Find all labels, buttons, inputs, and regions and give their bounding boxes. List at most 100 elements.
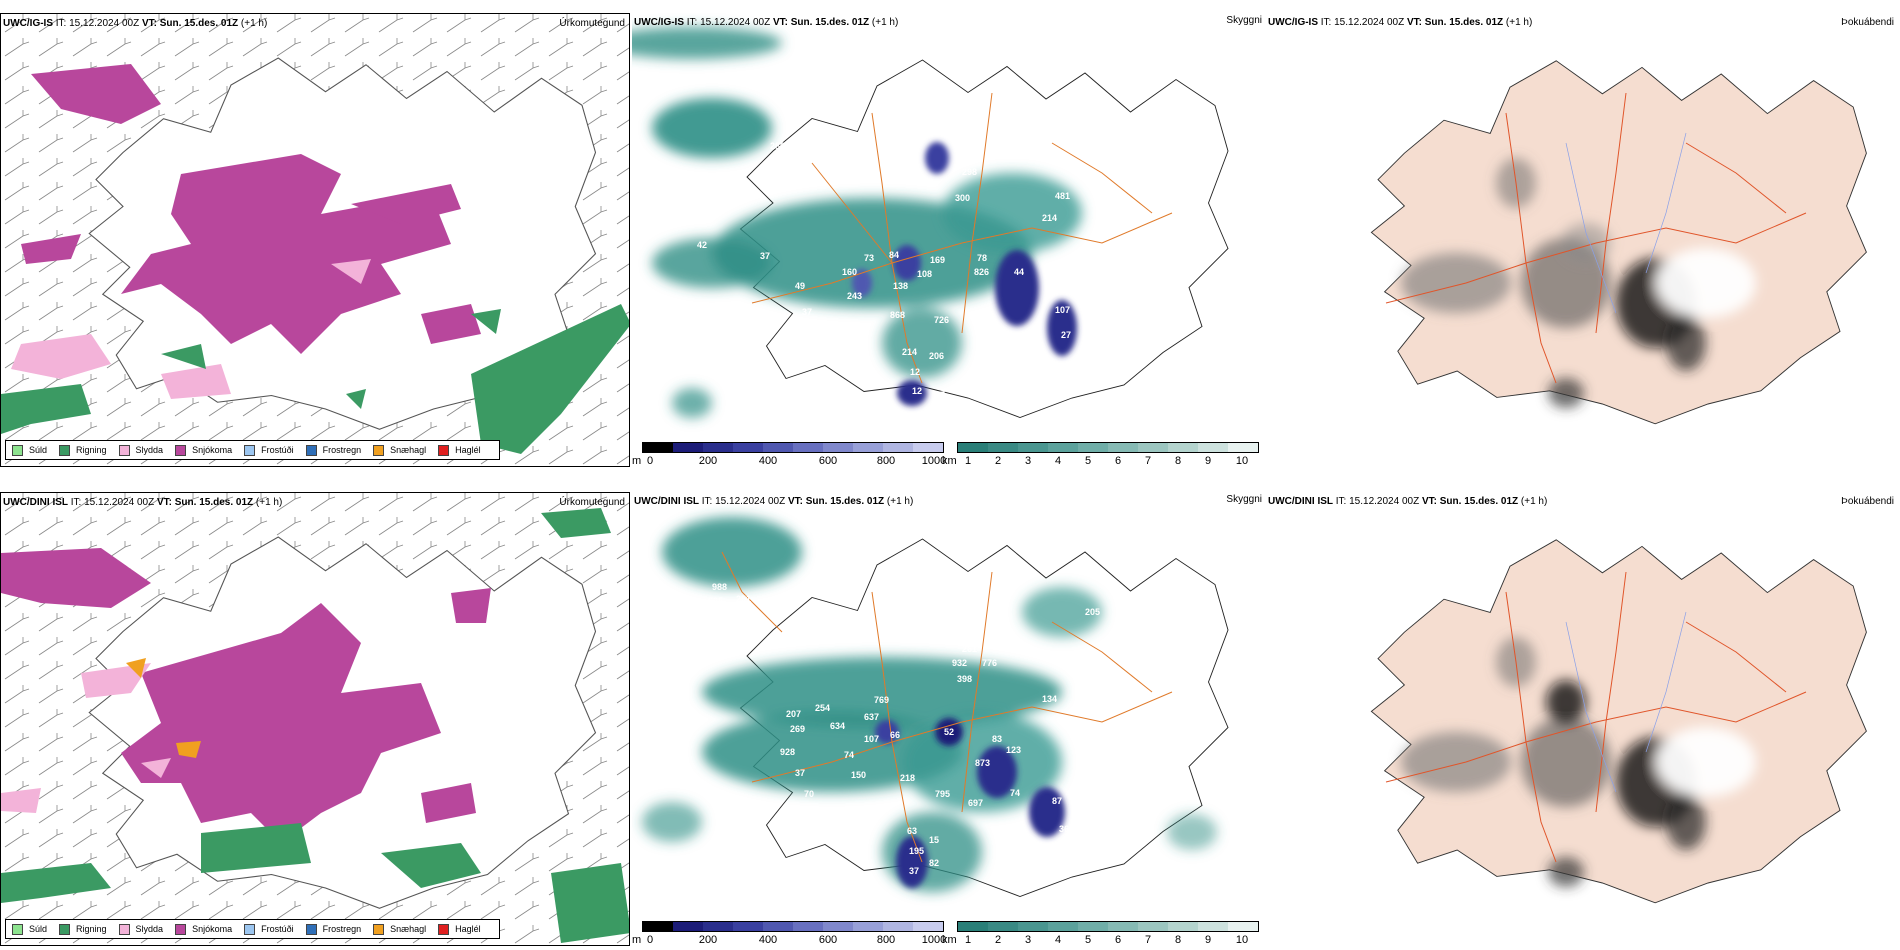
legend-item: Snæhagl [373,444,426,456]
visibility-map: 280 298 300 481 214 42 37 73 84 169 78 8… [632,27,1229,419]
cloud-base-ticks: m 0 200 400 600 800 1000 [632,455,947,467]
legend-item: Frostregn [305,923,361,935]
legend-item: Snæhagl [373,923,426,935]
fog-map-rivers [1565,132,1687,314]
visibility-ticks: km 1 2 3 4 5 6 7 8 9 10 [942,934,1249,946]
roads [721,551,1173,863]
cloud-base-label: 83 [992,734,1002,744]
cloud-base-label: 695 [708,596,723,606]
cloud-base-label: 74 [844,750,854,760]
snow-areas [21,64,481,354]
visibility-panel-bottom: 806 988 695 251 320 205 261 932 776 398 … [632,492,1264,950]
panel-title: Þokuábendi [1841,496,1894,507]
cloud-base-label: 78 [977,253,987,263]
fog-index-panel-top: UWC/IG-IS IT: 15.12.2024 00Z VT: Sun. 15… [1266,13,1898,471]
cloud-base-label: 15 [929,835,939,845]
cloud-base-label: 300 [955,193,970,203]
cloud-base-label: 868 [890,310,905,320]
cloud-base-fields [875,718,1065,888]
fog-index-panel-bottom: UWC/DINI ISL IT: 15.12.2024 00Z VT: Sun.… [1266,492,1898,950]
cloud-base-label: 398 [957,674,972,684]
cloud-base-label: 82 [929,858,939,868]
cloud-base-label: 12 [910,367,920,377]
cloud-base-label: 134 [1042,694,1057,704]
cloud-base-label: 27 [1061,330,1071,340]
cloud-base-label: 218 [900,773,915,783]
cloud-base-label: 769 [874,695,889,705]
precip-type-map [1,493,629,945]
cloud-base-label: 269 [790,724,805,734]
cloud-base-ticks: m 0 200 400 600 800 1000 [632,934,947,946]
cloud-base-labels: 280 298 300 481 214 42 37 73 84 169 78 8… [697,141,1145,400]
visibility-colorbar [957,921,1259,932]
roads [751,92,1173,384]
cloud-base-label: 320 [742,607,757,617]
visibility-colorbar [957,442,1259,453]
cloud-base-label: 634 [830,721,845,731]
legend-item: Rigning [59,444,107,456]
cloud-base-label: 697 [968,798,983,808]
cloud-base-label: 74 [1010,788,1020,798]
cloud-base-label: 70 [804,789,814,799]
fog-map-roads [1385,92,1807,384]
precip-type-legend: Súld Rigning Slydda Snjókoma Frostúði Fr… [5,919,500,939]
cloud-base-label: 214 [1042,213,1057,223]
visibility-ticks: km 1 2 3 4 5 6 7 8 9 10 [942,455,1249,467]
fog-fields [1401,158,1756,408]
cloud-base-label: 826 [974,267,989,277]
panel-header: UWC/DINI ISL IT: 15.12.2024 00Z VT: Sun.… [3,497,283,508]
cloud-base-colorbar [642,921,944,932]
cloud-base-label: 44 [1014,267,1024,277]
legend-item: Slydda [118,444,163,456]
legend-item: Slydda [118,923,163,935]
cloud-base-label: 195 [909,846,924,856]
visibility-map: 806 988 695 251 320 205 261 932 776 398 … [642,517,1229,898]
panel-header: UWC/IG-IS IT: 15.12.2024 00Z VT: Sun. 15… [634,17,899,28]
fog-fields [1401,637,1756,887]
cloud-base-label: 12 [912,386,922,396]
cloud-base-label: 206 [929,351,944,361]
cloud-base-label: 37 [802,307,812,317]
fog-map-rivers [1565,611,1687,793]
panel-title: Skyggni [1226,15,1262,26]
cloud-base-label: 138 [893,281,908,291]
cloud-base-label: 873 [975,758,990,768]
cloud-base-labels: 806 988 695 251 320 205 261 932 776 398 … [644,575,1100,876]
cloud-base-label: 37 [760,251,770,261]
cloud-base-label: 988 [712,582,727,592]
cloud-base-label: 243 [847,291,862,301]
cloud-base-label: 37 [795,768,805,778]
cloud-base-fields [852,142,1077,406]
cloud-base-label: 37 [909,866,919,876]
panel-header: UWC/IG-IS IT: 15.12.2024 00Z VT: Sun. 15… [1268,17,1533,28]
cloud-base-label: 108 [917,269,932,279]
cloud-base-label: 123 [1006,745,1021,755]
visibility-fields [632,27,1082,418]
cloud-base-label: 160 [842,267,857,277]
cloud-base-label: 150 [851,770,866,780]
visibility-panel-top: 280 298 300 481 214 42 37 73 84 169 78 8… [632,13,1264,471]
cloud-base-label: 36 [1059,824,1069,834]
cloud-base-label: 298 [962,167,977,177]
cloud-base-label: 42 [697,240,707,250]
cloud-base-label: 261 [962,644,977,654]
sleet-areas [11,259,371,399]
cloud-base-label: 776 [982,658,997,668]
legend-item: Haglél [438,444,481,456]
cloud-base-label: 107 [1055,305,1070,315]
precip-type-map [1,14,629,466]
cloud-base-label: 726 [934,315,949,325]
cloud-base-label: 66 [890,730,900,740]
cloud-base-label: 73 [864,253,874,263]
snow-areas [1,548,491,843]
cloud-base-label: 169 [930,255,945,265]
cloud-base-label: 107 [864,734,879,744]
legend-item: Frostúði [244,444,294,456]
legend-item: Snjókoma [175,923,232,935]
snow-pellet-areas [126,658,201,758]
fog-map-roads [1385,571,1807,863]
panel-header: UWC/DINI ISL IT: 15.12.2024 00Z VT: Sun.… [634,496,914,507]
cloud-base-label: 481 [1055,191,1070,201]
cloud-base-label: 49 [795,281,805,291]
panel-title: Úrkomutegund [559,497,625,508]
